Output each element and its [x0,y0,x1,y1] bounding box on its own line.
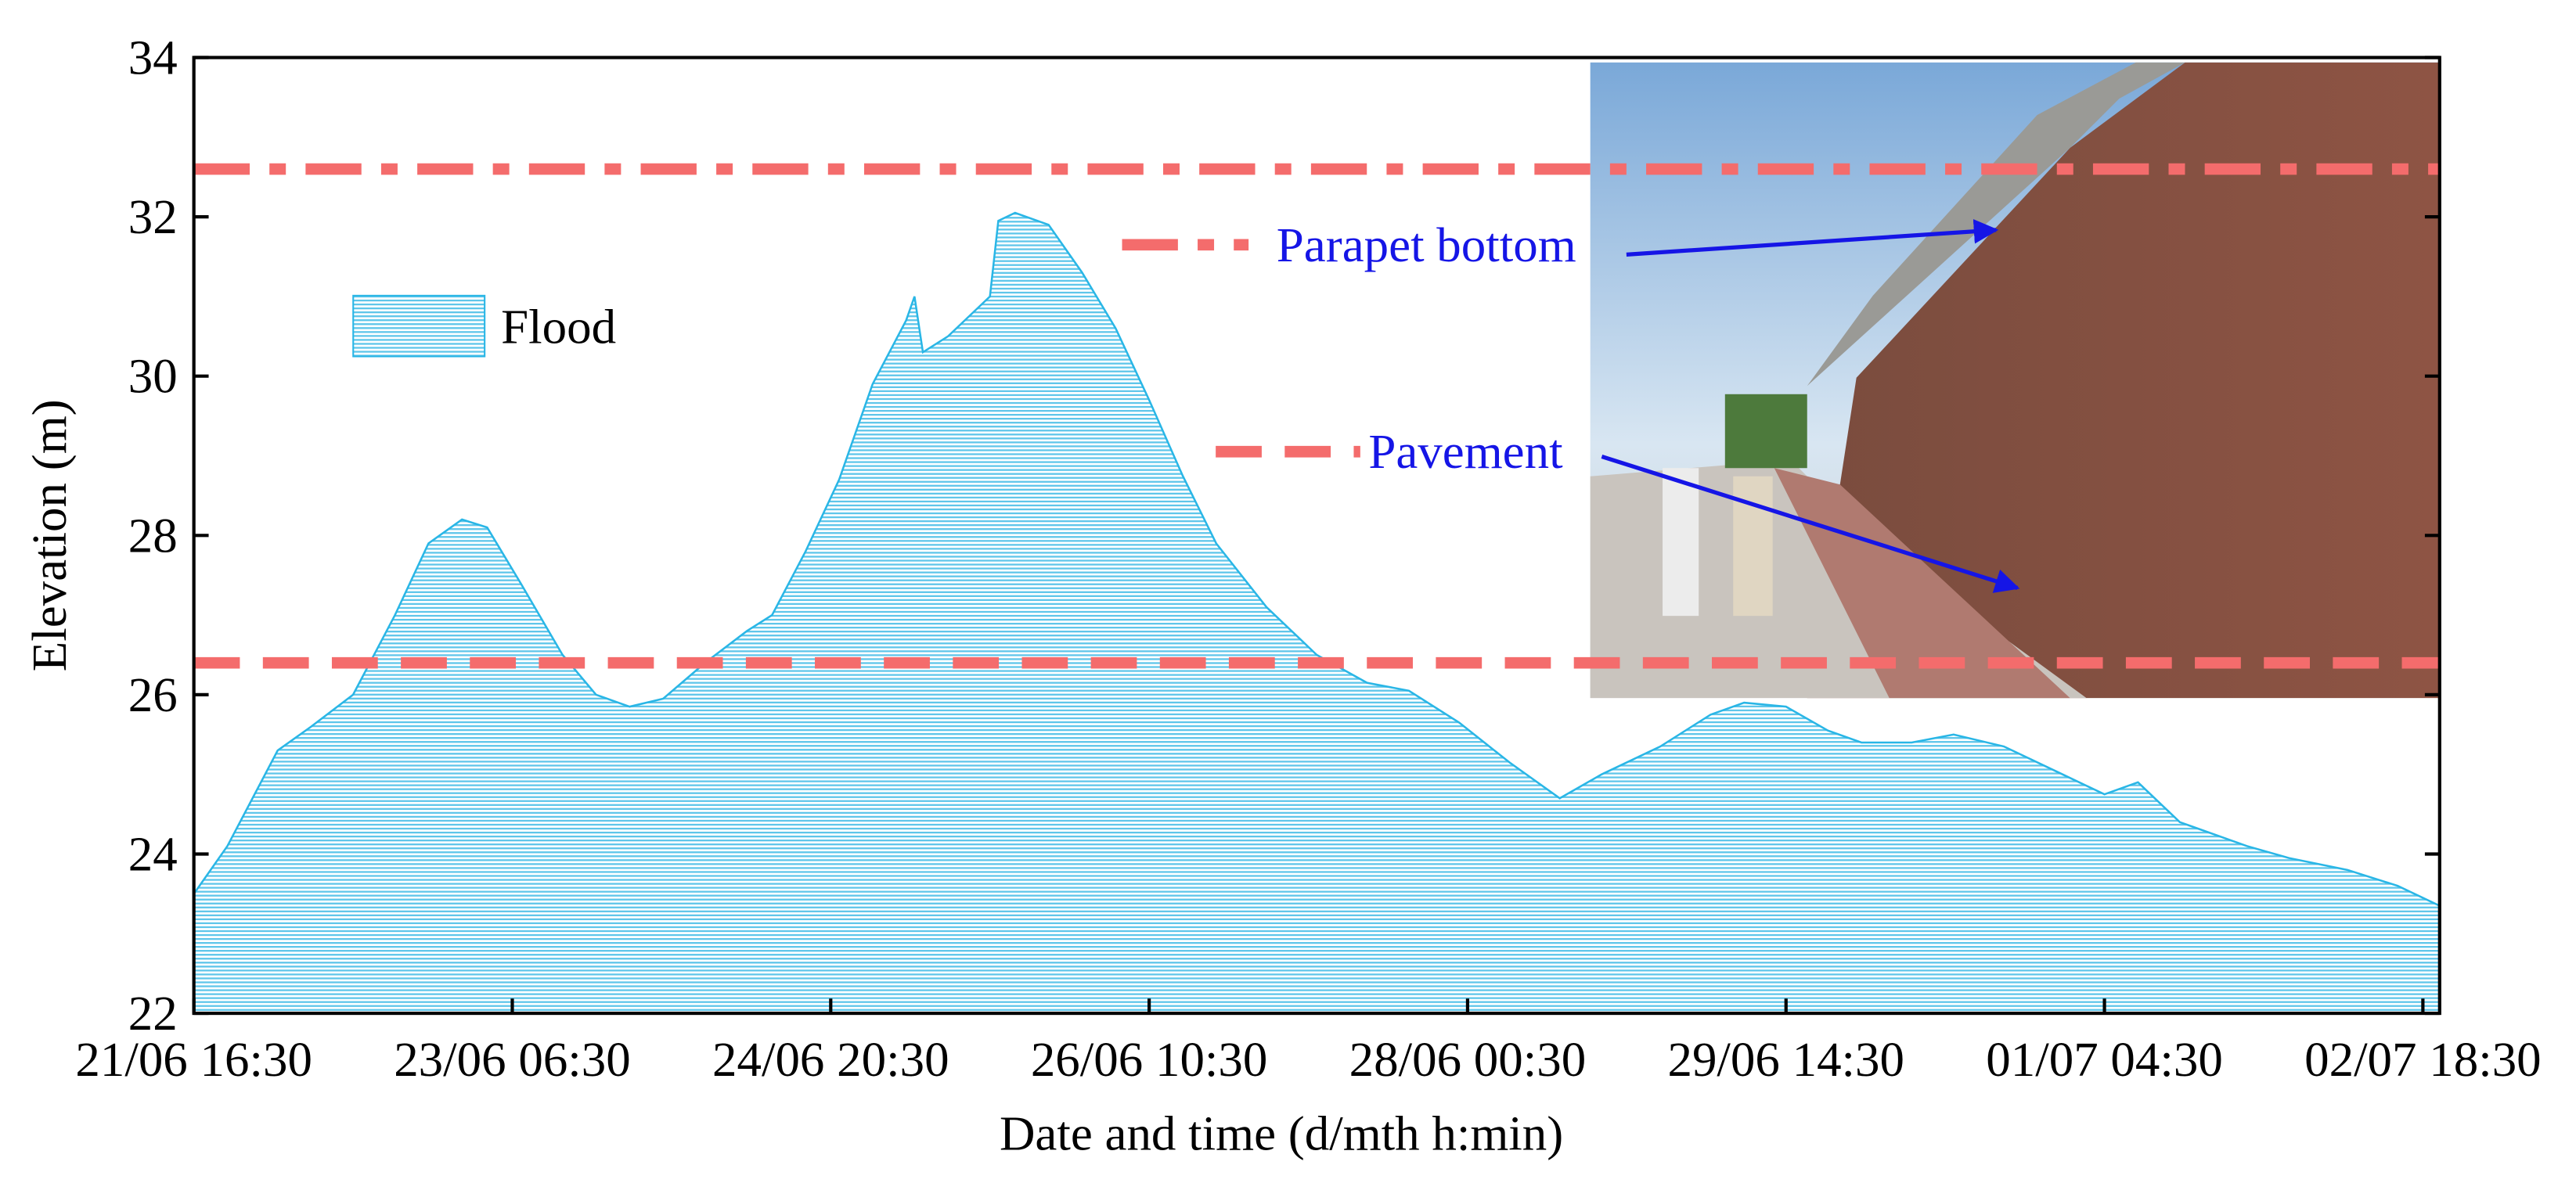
x-tick-label: 29/06 14:30 [1667,1032,1904,1087]
arrow [1626,219,1999,257]
x-tick-label: 24/06 20:30 [712,1032,949,1087]
x-tick-label: 26/06 10:30 [1031,1032,1268,1087]
plot-area: Flood [193,211,2441,1014]
y-tick-label: 34 [128,31,178,85]
x-tick-label: 01/07 04:30 [1986,1032,2223,1087]
reference-label: Parapet bottom [1277,218,1576,272]
y-axis-label: Elevation (m) [22,399,77,671]
x-tick-label: 02/07 18:30 [2304,1032,2542,1087]
reference-lines: Parapet bottom Pavement [193,163,2440,669]
area-line [193,211,2441,907]
y-tick-label: 24 [128,826,178,881]
arrow [1601,455,2020,593]
photo-inset [1590,62,2440,699]
axes: 22 24 26 28 30 32 34 21/06 16:30 23/06 06:30 24/0… [75,31,2541,1087]
legend-label: Flood [501,300,616,354]
x-tick-label: 23/06 06:30 [394,1032,631,1087]
x-axis-label: Date and time (d/mth h:min) [1000,1106,1563,1160]
y-tick-label: 30 [128,349,178,404]
reference-label: Pavement [1368,424,1563,479]
y-tick-label: 22 [128,986,178,1041]
area-fill [193,213,2440,1014]
x-tick-label: 28/06 00:30 [1349,1032,1587,1087]
y-tick-label: 28 [128,508,178,563]
legend-swatch [352,294,486,358]
x-tick-label: 21/06 16:30 [75,1032,312,1087]
y-tick-label: 26 [128,667,178,722]
y-tick-label: 32 [128,189,178,244]
